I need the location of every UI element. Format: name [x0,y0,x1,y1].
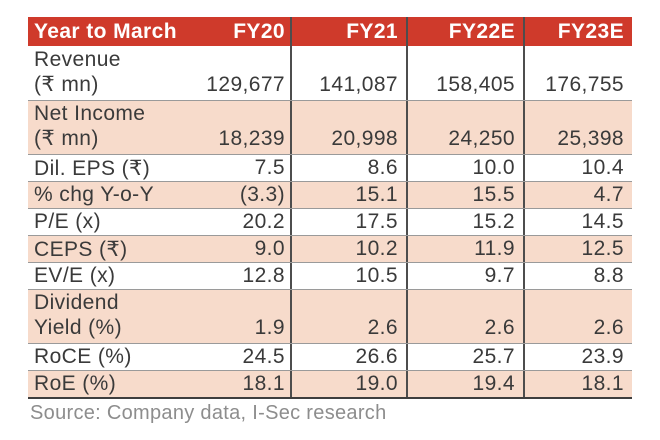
row-label-cell: CEPS (₹) 9.0 [28,236,290,262]
row-label-cell: Net Income (₹ mn) 18,239 [28,101,290,154]
row-label: Net Income (₹ mn) [34,101,145,151]
source-note: Source: Company data, I-Sec research [30,402,387,424]
table-row-ev-e: EV/E (x) 12.8 10.5 9.7 8.8 [28,262,632,289]
row-label-cell: Dil. EPS (₹) 7.5 [28,155,290,181]
table-row-net-income: Net Income (₹ mn) 18,239 20,998 24,250 2… [28,100,632,154]
row-label-line2: Yield (%) [34,316,123,339]
financials-table: Year to March FY20 FY21 FY22E FY23E Reve… [28,17,632,399]
row-label: Revenue (₹ mn) [34,47,121,97]
cell-value-fy21: 8.6 [290,155,406,181]
cell-value-fy20: 7.5 [254,156,285,179]
cell-value-fy22e: 25.7 [406,344,523,370]
row-label: Dil. EPS (₹) [34,156,151,180]
row-label: RoCE (%) [34,345,132,368]
row-label-cell: RoE (%) 18.1 [28,371,290,397]
row-label-line2: (₹ mn) [34,127,99,150]
cell-value-fy21: 141,087 [290,46,406,100]
table-row-ceps: CEPS (₹) 9.0 10.2 11.9 12.5 [28,235,632,262]
cell-value-fy21: 26.6 [290,344,406,370]
cell-value-fy22e: 10.0 [406,155,523,181]
cell-value-fy23e: 14.5 [523,209,632,235]
cell-value-fy21: 10.2 [290,236,406,262]
table-row-roce: RoCE (%) 24.5 26.6 25.7 23.9 [28,343,632,370]
cell-value-fy21: 10.5 [290,263,406,289]
cell-value-fy22e: 2.6 [406,290,523,343]
row-label: RoE (%) [34,372,117,395]
cell-value-fy20: 12.8 [242,264,285,287]
header-cell-fy22e: FY22E [406,17,523,46]
cell-value-fy21: 17.5 [290,209,406,235]
row-label-cell: P/E (x) 20.2 [28,209,290,235]
header-cell-fy23e: FY23E [523,17,632,46]
header-cell-fy21: FY21 [290,17,406,46]
row-label: % chg Y-o-Y [34,183,154,206]
row-label-cell: RoCE (%) 24.5 [28,344,290,370]
row-label-cell: EV/E (x) 12.8 [28,263,290,289]
row-label-cell: % chg Y-o-Y (3.3) [28,182,290,208]
row-label: Dividend Yield (%) [34,290,122,340]
header-year-to-march-label: Year to March [34,19,177,43]
cell-value-fy22e: 19.4 [406,371,523,397]
row-label-line1: Dividend [34,291,119,314]
cell-value-fy20: (3.3) [239,183,285,206]
cell-value-fy20: 18,239 [218,127,285,150]
row-label-line1: Revenue [34,48,121,71]
cell-value-fy20: 129,677 [206,73,285,96]
table-row-revenue: Revenue (₹ mn) 129,677 141,087 158,405 1… [28,46,632,100]
header-fy20-label: FY20 [233,19,285,43]
cell-value-fy22e: 11.9 [406,236,523,262]
cell-value-fy23e: 23.9 [523,344,632,370]
table-row-roe: RoE (%) 18.1 19.0 19.4 18.1 [28,370,632,397]
cell-value-fy23e: 18.1 [523,371,632,397]
cell-value-fy20: 18.1 [242,372,285,395]
header-cell-year-to-march: Year to March FY20 [28,17,290,46]
cell-value-fy23e: 4.7 [523,182,632,208]
row-label-cell: Revenue (₹ mn) 129,677 [28,46,290,100]
table-row-dividend-yield: Dividend Yield (%) 1.9 2.6 2.6 2.6 [28,289,632,343]
cell-value-fy22e: 24,250 [406,101,523,154]
cell-value-fy21: 2.6 [290,290,406,343]
cell-value-fy22e: 158,405 [406,46,523,100]
cell-value-fy20: 1.9 [254,316,285,339]
cell-value-fy23e: 8.8 [523,263,632,289]
table-row-dil-eps: Dil. EPS (₹) 7.5 8.6 10.0 10.4 [28,154,632,181]
row-label-cell: Dividend Yield (%) 1.9 [28,290,290,343]
cell-value-fy23e: 25,398 [523,101,632,154]
row-label-line2: (₹ mn) [34,73,99,96]
cell-value-fy22e: 15.2 [406,209,523,235]
row-label-line1: Net Income [34,102,146,125]
cell-value-fy20: 24.5 [242,345,285,368]
cell-value-fy23e: 2.6 [523,290,632,343]
table-row-pct-chg-yoy: % chg Y-o-Y (3.3) 15.1 15.5 4.7 [28,181,632,208]
row-label: EV/E (x) [34,264,116,287]
cell-value-fy23e: 12.5 [523,236,632,262]
cell-value-fy22e: 9.7 [406,263,523,289]
cell-value-fy21: 20,998 [290,101,406,154]
cell-value-fy21: 15.1 [290,182,406,208]
cell-value-fy23e: 10.4 [523,155,632,181]
cell-value-fy23e: 176,755 [523,46,632,100]
row-label: P/E (x) [34,210,101,233]
cell-value-fy22e: 15.5 [406,182,523,208]
cell-value-fy20: 9.0 [254,237,285,260]
table-row-pe: P/E (x) 20.2 17.5 15.2 14.5 [28,208,632,235]
table-header-row: Year to March FY20 FY21 FY22E FY23E [28,17,632,46]
cell-value-fy21: 19.0 [290,371,406,397]
cell-value-fy20: 20.2 [242,210,285,233]
row-label: CEPS (₹) [34,237,128,261]
